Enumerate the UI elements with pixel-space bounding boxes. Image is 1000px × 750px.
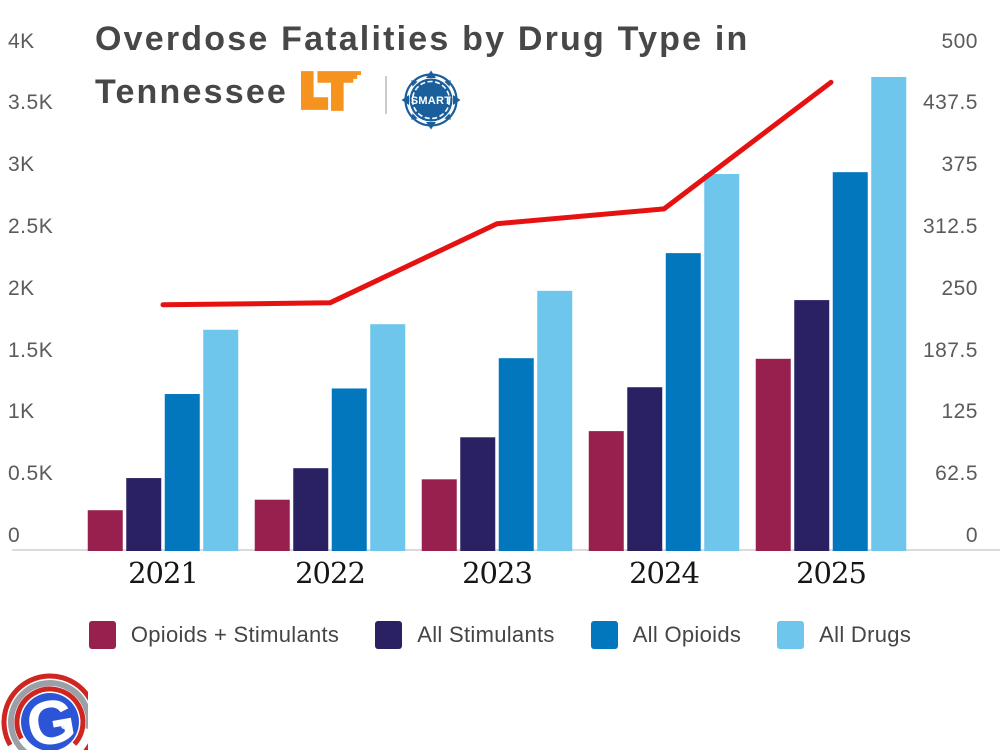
- bar: [665, 253, 701, 551]
- bar: [537, 290, 573, 551]
- bar: [331, 388, 367, 551]
- y-tick-right: 125: [941, 400, 978, 424]
- y-tick-left: 1K: [8, 400, 35, 424]
- bar: [370, 324, 406, 551]
- bar: [794, 300, 830, 551]
- bar: [588, 431, 624, 551]
- bar: [87, 510, 123, 551]
- bar: [832, 172, 868, 551]
- legend-swatch: [590, 621, 618, 649]
- bar: [254, 499, 290, 551]
- bar: [498, 358, 534, 551]
- y-tick-right: 250: [941, 276, 978, 300]
- x-tick: 2023: [462, 556, 533, 590]
- y-tick-left: 3K: [8, 153, 35, 177]
- y-tick-left: 2K: [8, 276, 35, 300]
- bar: [293, 468, 329, 551]
- legend-item: All Stimulants: [375, 621, 554, 649]
- chart-title-line2: Tennessee: [95, 73, 289, 111]
- legend: Opioids + Stimulants All Stimulants All Op…: [0, 621, 1000, 649]
- bar: [460, 437, 496, 551]
- smart-badge-label: SMART: [411, 95, 452, 107]
- logo-divider: [385, 76, 387, 114]
- y-tick-right: 437.5: [922, 91, 978, 115]
- smart-badge-icon: SMART: [401, 70, 461, 130]
- y-tick-left: 3.5K: [8, 91, 54, 115]
- legend-label: All Stimulants: [417, 622, 555, 647]
- y-tick-right: 500: [941, 29, 978, 53]
- watermark-logo: G: [0, 660, 88, 750]
- legend-swatch: [375, 621, 403, 649]
- y-tick-right: 187.5: [922, 338, 978, 362]
- legend-swatch: [777, 621, 805, 649]
- legend-label: All Drugs: [819, 622, 912, 647]
- y-tick-right: 312.5: [922, 215, 978, 238]
- chart-title: Overdose Fatalities by Drug Type in Tenn…: [95, 13, 750, 119]
- ut-logo-icon: [301, 71, 362, 111]
- y-tick-right: 0: [965, 524, 978, 547]
- x-tick: 2025: [796, 556, 867, 590]
- legend-swatch: [88, 621, 116, 649]
- x-tick: 2021: [128, 556, 199, 590]
- bar: [627, 387, 663, 551]
- bar: [755, 358, 791, 551]
- bar: [871, 76, 907, 551]
- y-tick-left: 0: [8, 524, 21, 547]
- legend-label: Opioids + Stimulants: [130, 622, 340, 647]
- x-tick: 2022: [295, 556, 366, 590]
- y-tick-right: 375: [941, 153, 978, 177]
- chart-title-line1: Overdose Fatalities by Drug Type in: [95, 20, 750, 58]
- y-tick-left: 4K: [8, 29, 35, 53]
- bar: [164, 394, 200, 551]
- y-tick-left: 0.5K: [8, 462, 54, 486]
- trend-line: [160, 79, 834, 308]
- legend-item: All Opioids: [590, 621, 742, 649]
- bar: [704, 174, 740, 551]
- y-tick-left: 2.5K: [8, 215, 54, 238]
- legend-label: All Opioids: [632, 622, 742, 647]
- bar: [126, 478, 162, 551]
- legend-item: Opioids + Stimulants: [88, 621, 340, 649]
- bar: [421, 479, 457, 551]
- y-tick-right: 62.5: [935, 462, 978, 486]
- x-tick: 2024: [629, 556, 700, 590]
- legend-item: All Drugs: [777, 621, 911, 649]
- bar: [203, 329, 239, 551]
- y-tick-left: 1.5K: [8, 338, 54, 362]
